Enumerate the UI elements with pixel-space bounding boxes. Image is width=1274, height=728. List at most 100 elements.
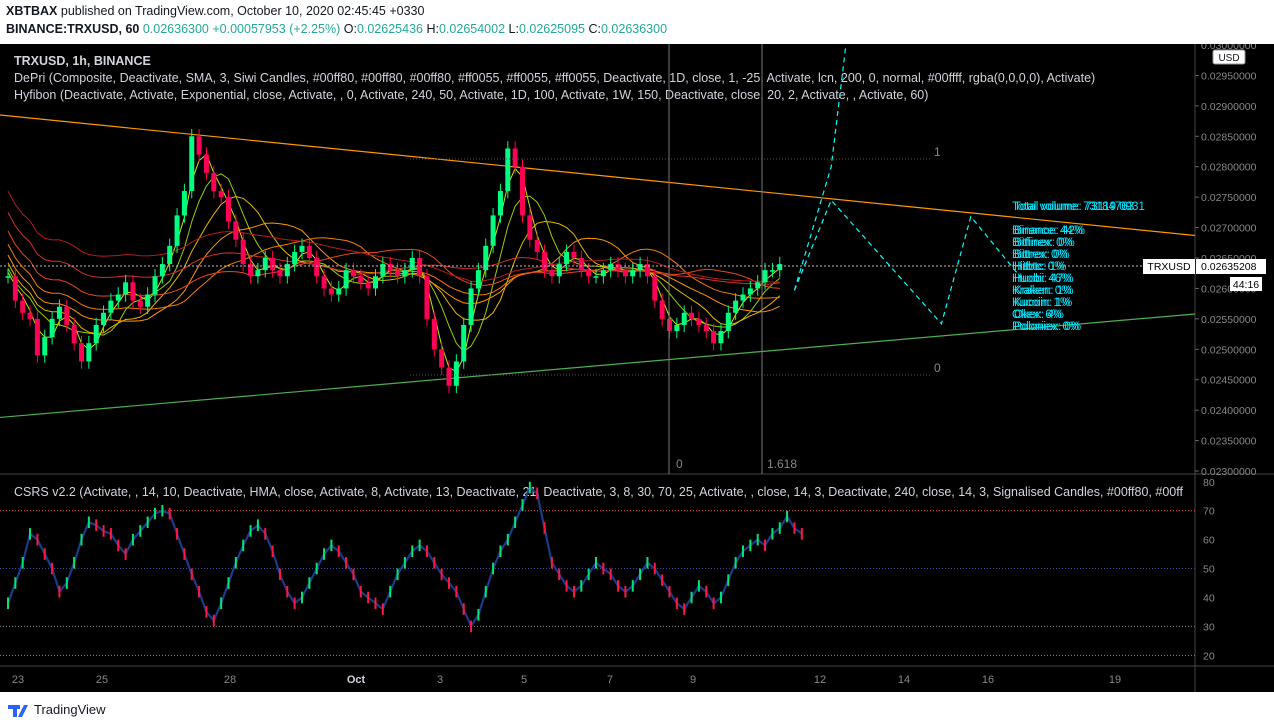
volume-row: Huobi: 46% [1012,273,1071,285]
volume-row: Kucoin: 1% [1014,297,1072,309]
high-value: 0.02654002 [438,22,506,36]
high-label: H: [426,22,439,36]
candle-body [86,343,92,362]
chart-area[interactable]: TRXUSD, 1h, BINANCE DePri (Composite, De… [0,40,1274,692]
projection-lines[interactable] [793,44,1023,325]
volume-row: Binance: 44% [1012,225,1083,237]
candle-body [461,324,467,362]
candle-body [718,331,724,344]
low-label: L: [508,22,519,36]
legend-depri[interactable]: DePri (Composite, Deactivate, SMA, 3, Si… [14,71,1095,85]
price-tick-label: 0.02450000 [1201,375,1257,387]
candle-body [468,288,474,325]
candle-body [600,270,606,277]
candle-body [409,258,415,271]
moving-average-line [7,153,781,373]
countdown-value: 44:16 [1233,279,1259,291]
candle-body [42,337,48,356]
candle-body [336,288,342,295]
candle-body [196,136,202,155]
currency-badge[interactable] [1212,49,1246,65]
price-tick-label: 0.02350000 [1201,436,1257,448]
candle-body [34,318,40,356]
candle-body [350,270,356,277]
candle-body [159,264,165,277]
fib-label-time-0: 0 [676,457,683,471]
candle-body [453,361,459,386]
candle-body [270,258,276,271]
candle-body [424,276,430,319]
close-label: C: [588,22,601,36]
publisher-name[interactable]: XBTBAX [6,4,58,18]
candle-body [240,239,246,265]
candle-body [226,197,231,222]
candle-body [365,282,371,289]
candle-body [733,300,739,313]
volume-row: Bittrex: 0% [1014,249,1070,261]
candle-body [255,270,261,277]
time-tick-label: 9 [690,674,696,686]
fib-label-1: 1 [934,145,941,159]
candle-body [130,282,136,301]
candle-body [725,312,731,332]
current-price-badge [1196,259,1266,274]
candle-body [520,166,525,216]
candle-body [203,154,209,173]
oscillator-axis[interactable]: 80 70 60 50 40 30 20 [1203,477,1215,663]
projection-path-up [793,44,847,291]
candle-body [314,258,320,277]
oscillator-tick-label: 80 [1203,477,1215,489]
candle-body [233,221,239,240]
candle-body [79,343,84,362]
candle-body [696,318,702,325]
symbol-price-tag-label: TRXUSD [1147,261,1191,273]
candle-body [189,136,195,192]
price-tick-label: 0.02500000 [1201,344,1257,356]
candle-body [711,331,717,344]
candle-body [556,264,562,277]
candle-body [659,300,665,319]
candle-body [299,245,305,252]
candle-body [586,270,592,277]
candle-body [373,276,378,289]
footer-brand[interactable]: TradingView [34,702,106,717]
chart-svg[interactable]: TRXUSD, 1h, BINANCE DePri (Composite, De… [0,40,1274,692]
open-label: O: [343,22,357,36]
candle-body [439,349,445,368]
candle-body [497,191,503,216]
legend-hyfibon[interactable]: Hyfibon (Deactivate, Activate, Exponenti… [14,88,928,102]
tradingview-logo-icon[interactable] [0,692,34,728]
time-tick-label: Oct [347,674,366,686]
candle-body [769,270,775,272]
support-trend-line [0,313,1196,419]
volume-row: Kraken: 1% [1014,285,1073,297]
candle-body [20,300,26,313]
candle-body [689,312,695,319]
volume-row: Okex: 6% [1012,309,1062,321]
moving-average-line [7,212,780,285]
fib-tool[interactable]: 1 0 0 1.618 [410,44,941,474]
time-axis[interactable]: 23 25 28 Oct 3 5 7 9 12 14 16 19 [12,674,1121,686]
candle-body [505,148,511,192]
symbol-price-tag [1143,259,1195,274]
candle-body [446,367,452,386]
candle-body [248,264,254,277]
price-axis[interactable]: 0.02950000 0.02900000 0.02850000 0.02800000… [1195,40,1257,478]
time-tick-label: 23 [12,674,24,686]
candle-body [608,264,614,271]
candle-body [343,270,349,289]
candle-body [56,306,62,319]
legend-csrs[interactable]: CSRS v2.2 (Activate, , 14, 10, Deactivat… [14,485,1183,499]
candle-body [181,191,187,216]
quote-line: BINANCE:TRXUSD, 60 0.02636300 +0.0005795… [6,22,667,36]
price-tick-label: 0.02400000 [1201,405,1257,417]
candle-body [27,312,33,319]
candle-body [321,276,327,289]
candle-body [262,258,268,271]
time-tick-label: 25 [96,674,108,686]
candle-body [395,270,401,277]
currency-label: USD [1218,53,1239,64]
candle-body [167,245,173,265]
last-price: 0.02636300 [142,22,209,36]
candle-body [64,306,70,325]
